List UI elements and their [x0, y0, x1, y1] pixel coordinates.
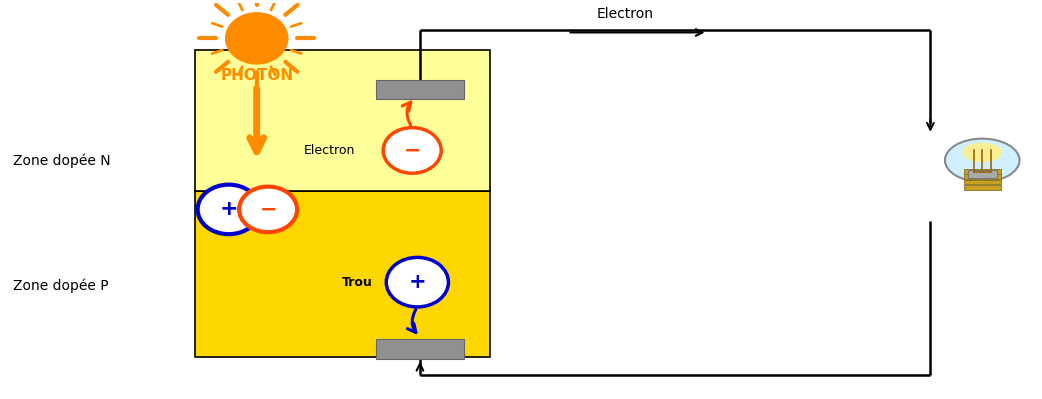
- Text: PHOTON: PHOTON: [220, 68, 293, 83]
- Bar: [195, 50, 490, 191]
- Bar: [195, 191, 490, 357]
- Ellipse shape: [226, 13, 288, 64]
- Bar: [964, 169, 1001, 174]
- Ellipse shape: [198, 185, 259, 234]
- Bar: [964, 180, 1001, 184]
- Bar: [968, 170, 997, 178]
- Text: +: +: [408, 272, 426, 292]
- Ellipse shape: [239, 187, 297, 232]
- Bar: [964, 174, 1001, 179]
- Text: −: −: [259, 200, 277, 219]
- Text: Electron: Electron: [304, 144, 355, 157]
- Ellipse shape: [387, 257, 448, 307]
- Bar: [964, 185, 1001, 190]
- Text: Zone dopée P: Zone dopée P: [14, 279, 108, 293]
- Ellipse shape: [963, 142, 1002, 162]
- Ellipse shape: [383, 128, 441, 173]
- Text: Zone dopée N: Zone dopée N: [14, 153, 110, 168]
- Text: Electron: Electron: [596, 7, 653, 21]
- Text: +: +: [220, 200, 238, 219]
- Text: Trou: Trou: [342, 276, 373, 288]
- Ellipse shape: [945, 138, 1019, 182]
- Text: −: −: [403, 140, 421, 160]
- Bar: [376, 80, 464, 99]
- Bar: [376, 339, 464, 359]
